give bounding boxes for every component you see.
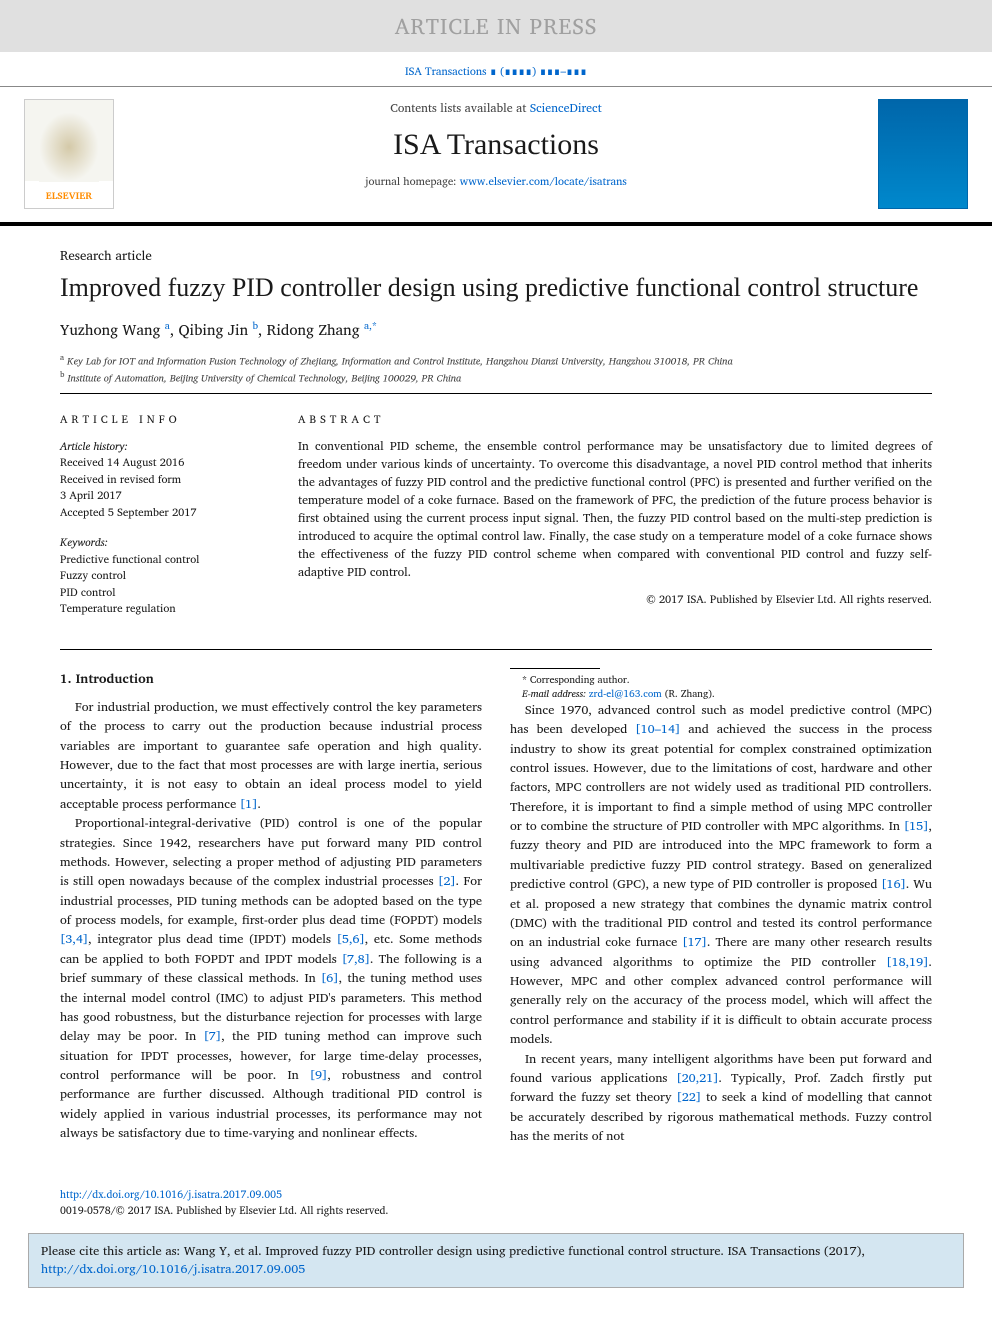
- author: Qibing Jin b: [178, 317, 258, 342]
- citation-link[interactable]: [5,6]: [337, 929, 365, 949]
- keywords-block: Keywords: Predictive functional control …: [60, 534, 270, 617]
- corresponding-author-note: * Corresponding author.: [510, 673, 932, 687]
- author: Ridong Zhang a,*: [267, 317, 377, 342]
- affiliation: a Key Lab for IOT and Information Fusion…: [60, 352, 932, 368]
- citation-link[interactable]: [1]: [240, 794, 258, 814]
- article-in-press-banner: ARTICLE IN PRESS: [0, 0, 992, 52]
- keyword: Temperature regulation: [60, 600, 270, 617]
- citation-link[interactable]: [2]: [438, 871, 456, 891]
- copyright-line: © 2017 ISA. Published by Elsevier Ltd. A…: [298, 590, 932, 608]
- history-line: Received in revised form: [60, 471, 270, 488]
- affiliations: a Key Lab for IOT and Information Fusion…: [60, 352, 932, 385]
- citation-link[interactable]: [16]: [881, 874, 906, 894]
- article-history: Article history: Received 14 August 2016…: [60, 438, 270, 521]
- citation-link[interactable]: [6]: [321, 968, 339, 988]
- abstract-heading: ABSTRACT: [298, 410, 932, 428]
- citation-link[interactable]: [7,8]: [342, 949, 370, 969]
- divider: [60, 393, 932, 394]
- history-line: Accepted 5 September 2017: [60, 504, 270, 521]
- author: Yuzhong Wang a: [60, 317, 170, 342]
- contents-prefix: Contents lists available at: [390, 99, 530, 118]
- history-line: 3 April 2017: [60, 487, 270, 504]
- footnote-separator: [510, 668, 600, 669]
- cite-doi-link[interactable]: http://dx.doi.org/10.1016/j.isatra.2017.…: [41, 1259, 305, 1279]
- homepage-prefix: journal homepage:: [365, 172, 459, 190]
- affiliation: b Institute of Automation, Beijing Unive…: [60, 369, 932, 385]
- abstract-text: In conventional PID scheme, the ensemble…: [298, 438, 932, 582]
- citation-link[interactable]: [10–14]: [635, 719, 680, 739]
- journal-ref-link[interactable]: ISA Transactions ∎ (∎∎∎∎) ∎∎∎–∎∎∎: [405, 62, 587, 80]
- journal-title: ISA Transactions: [24, 128, 968, 162]
- body-paragraph: Proportional-integral-derivative (PID) c…: [60, 814, 482, 1143]
- journal-homepage-line: journal homepage: www.elsevier.com/locat…: [24, 172, 968, 190]
- citation-link[interactable]: [7]: [204, 1026, 222, 1046]
- elsevier-label: ELSEVIER: [46, 188, 93, 204]
- elsevier-logo: ELSEVIER: [24, 99, 114, 209]
- email-footnote: E-mail address: zrd-el@163.com (R. Zhang…: [510, 687, 932, 701]
- sciencedirect-link[interactable]: ScienceDirect: [530, 99, 602, 118]
- author-list: Yuzhong Wang a, Qibing Jin b, Ridong Zha…: [60, 317, 932, 342]
- citation-link[interactable]: [3,4]: [60, 929, 88, 949]
- citation-link[interactable]: [17]: [682, 932, 707, 952]
- keyword: Predictive functional control: [60, 551, 270, 568]
- elsevier-tree-icon: [39, 112, 99, 182]
- citation-link[interactable]: [20,21]: [676, 1068, 718, 1088]
- article-info-heading: ARTICLE INFO: [60, 410, 270, 428]
- citation-link[interactable]: [15]: [904, 816, 929, 836]
- doi-block: http://dx.doi.org/10.1016/j.isatra.2017.…: [0, 1187, 992, 1219]
- article-title: Improved fuzzy PID controller design usi…: [60, 272, 932, 303]
- body-paragraph: Since 1970, advanced control such as mod…: [510, 701, 932, 1050]
- journal-header-block: ELSEVIER Contents lists available at Sci…: [0, 86, 992, 226]
- cite-text: Please cite this article as: Wang Y, et …: [41, 1241, 865, 1261]
- journal-homepage-link[interactable]: www.elsevier.com/locate/isatrans: [460, 172, 627, 190]
- citation-link[interactable]: [22]: [676, 1087, 701, 1107]
- citation-link[interactable]: [9]: [310, 1065, 328, 1085]
- journal-cover-thumbnail: [878, 99, 968, 209]
- keyword: PID control: [60, 584, 270, 601]
- contents-available-line: Contents lists available at ScienceDirec…: [24, 99, 968, 118]
- keyword: Fuzzy control: [60, 567, 270, 584]
- divider: [60, 649, 932, 650]
- body-paragraph: For industrial production, we must effec…: [60, 698, 482, 814]
- citation-link[interactable]: [18,19]: [886, 952, 928, 972]
- journal-reference: ISA Transactions ∎ (∎∎∎∎) ∎∎∎–∎∎∎: [0, 52, 992, 86]
- history-label: Article history:: [60, 438, 270, 455]
- issn-copyright: 0019-0578/© 2017 ISA. Published by Elsev…: [60, 1201, 388, 1219]
- history-line: Received 14 August 2016: [60, 454, 270, 471]
- body-paragraph: In recent years, many intelligent algori…: [510, 1050, 932, 1147]
- article-type: Research article: [60, 244, 932, 266]
- keywords-label: Keywords:: [60, 534, 270, 551]
- section-heading-intro: 1. Introduction: [60, 668, 482, 688]
- citation-box: Please cite this article as: Wang Y, et …: [28, 1233, 964, 1289]
